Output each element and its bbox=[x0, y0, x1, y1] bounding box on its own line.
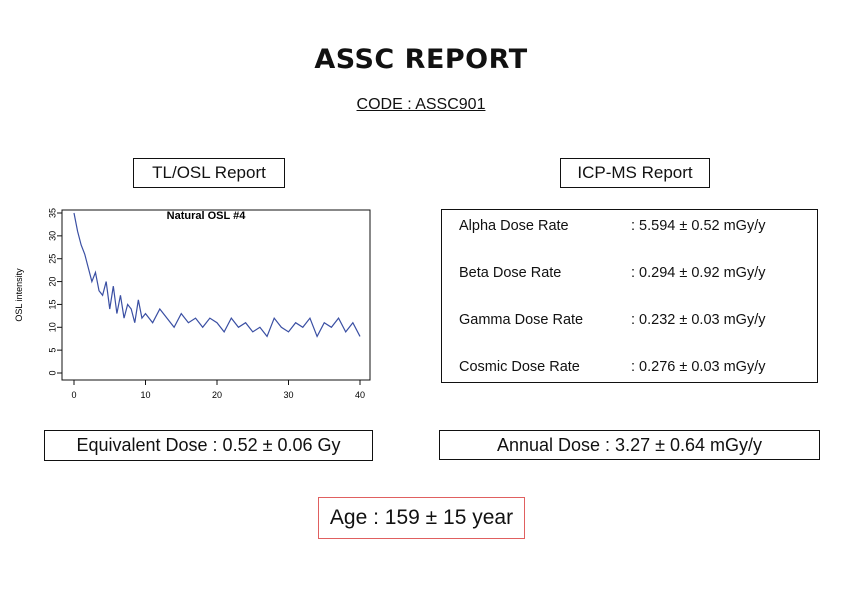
y-tick-label: 35 bbox=[47, 208, 57, 218]
age-result-box: Age : 159 ± 15 year bbox=[318, 497, 525, 539]
chart-title: Natural OSL #4 bbox=[167, 210, 247, 222]
annual-dose-box: Annual Dose : 3.27 ± 0.64 mGy/y bbox=[439, 430, 820, 460]
x-tick-label: 20 bbox=[212, 390, 222, 400]
tl-osl-report-label: TL/OSL Report bbox=[133, 158, 285, 188]
y-axis-label: OSL intensity bbox=[14, 268, 24, 322]
y-tick-label: 10 bbox=[47, 322, 57, 332]
beta-dose-label: Beta Dose Rate bbox=[459, 265, 562, 281]
y-tick-label: 5 bbox=[47, 348, 57, 353]
equivalent-dose-box: Equivalent Dose : 0.52 ± 0.06 Gy bbox=[44, 430, 373, 461]
gamma-dose-label: Gamma Dose Rate bbox=[459, 312, 584, 328]
icp-ms-table: Alpha Dose Rate : 5.594 ± 0.52 mGy/y Bet… bbox=[441, 209, 818, 383]
beta-dose-row: Beta Dose Rate : 0.294 ± 0.92 mGy/y bbox=[459, 265, 817, 285]
x-tick-label: 30 bbox=[283, 390, 293, 400]
gamma-dose-value: : 0.232 ± 0.03 mGy/y bbox=[631, 312, 766, 328]
icp-ms-report-label: ICP-MS Report bbox=[560, 158, 710, 188]
alpha-dose-label: Alpha Dose Rate bbox=[459, 218, 569, 234]
cosmic-dose-value: : 0.276 ± 0.03 mGy/y bbox=[631, 359, 766, 375]
beta-dose-value: : 0.294 ± 0.92 mGy/y bbox=[631, 265, 766, 281]
y-tick-label: 30 bbox=[47, 231, 57, 241]
plot-frame bbox=[61, 209, 371, 381]
x-tick-label: 40 bbox=[355, 390, 365, 400]
y-tick-label: 20 bbox=[47, 277, 57, 287]
gamma-dose-row: Gamma Dose Rate : 0.232 ± 0.03 mGy/y bbox=[459, 312, 817, 332]
report-title: ASSC REPORT bbox=[314, 44, 528, 75]
cosmic-dose-label: Cosmic Dose Rate bbox=[459, 359, 580, 375]
osl-series-line bbox=[73, 212, 361, 338]
y-tick-label: 0 bbox=[47, 370, 57, 375]
alpha-dose-value: : 5.594 ± 0.52 mGy/y bbox=[631, 218, 766, 234]
y-tick-label: 25 bbox=[47, 254, 57, 264]
y-tick-label: 15 bbox=[47, 299, 57, 309]
x-tick-label: 10 bbox=[140, 390, 150, 400]
cosmic-dose-row: Cosmic Dose Rate : 0.276 ± 0.03 mGy/y bbox=[459, 359, 817, 379]
alpha-dose-row: Alpha Dose Rate : 5.594 ± 0.52 mGy/y bbox=[459, 218, 817, 238]
x-tick-label: 0 bbox=[71, 390, 76, 400]
osl-chart: Natural OSL #4 0 10 20 30 40 0 5 10 15 20 25 30 35 OSL… bbox=[14, 208, 371, 400]
report-code: CODE : ASSC901 bbox=[356, 96, 486, 113]
